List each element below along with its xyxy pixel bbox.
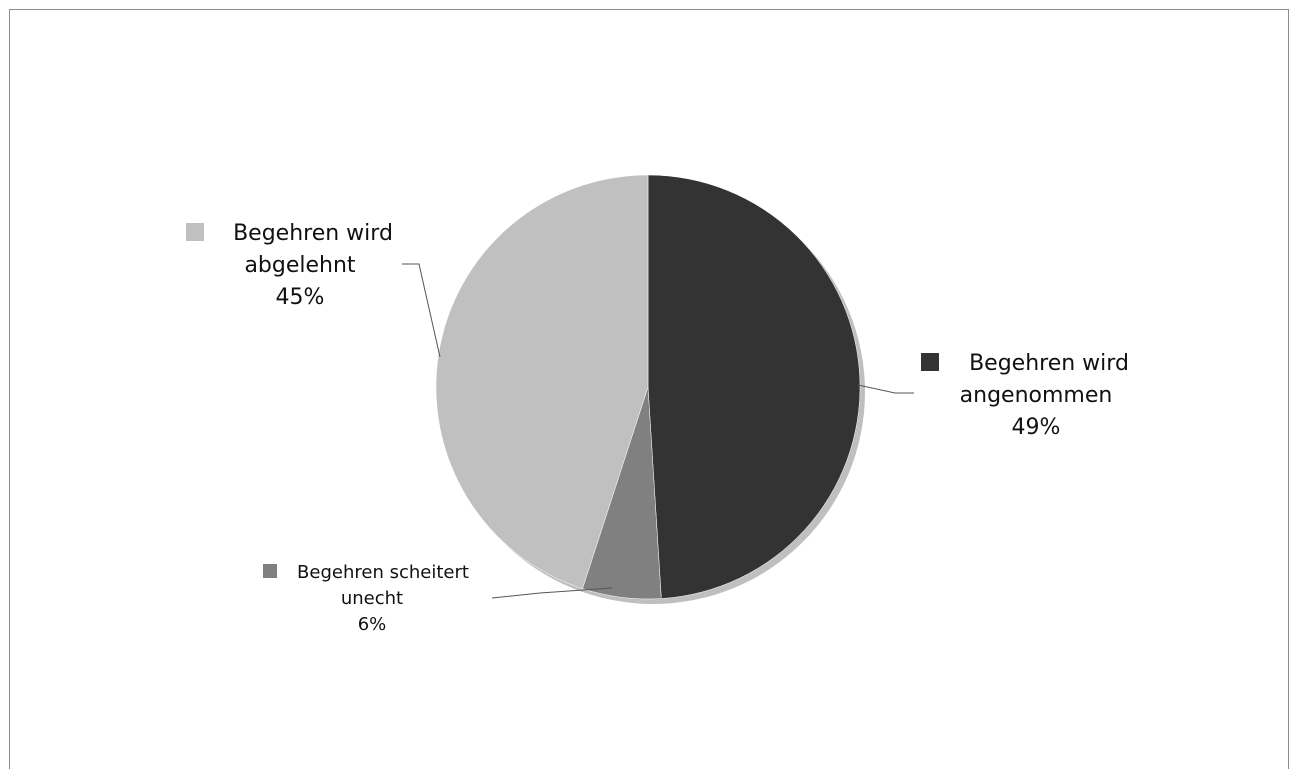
slice-label-1-line-1: unecht	[341, 588, 403, 609]
legend-marker-0	[921, 353, 939, 371]
slice-label-1-line-0: Begehren scheitert	[297, 562, 469, 583]
slice-label-2-line-1: abgelehnt	[244, 253, 355, 278]
slice-label-0-line-0: Begehren wird	[969, 351, 1129, 376]
leader-lines	[402, 263, 914, 599]
leader-line-1	[491, 587, 613, 599]
slice-label-0-line-1: angenommen	[960, 383, 1113, 408]
legend-marker-2	[186, 223, 204, 241]
leader-line-0	[857, 384, 914, 394]
leader-line-2	[402, 263, 441, 358]
pie-slice-2	[435, 174, 649, 589]
slice-labels: Begehren wird angenommen 49% Begehren schei…	[186, 221, 1129, 635]
legend-marker-1	[263, 564, 277, 578]
chart-frame	[9, 9, 1289, 769]
slice-label-1-line-2: 6%	[358, 614, 387, 635]
pie-slice-0	[647, 174, 861, 599]
slice-label-2-line-0: Begehren wird	[233, 221, 393, 246]
slice-label-2-line-2: 45%	[276, 285, 325, 310]
slice-label-0-line-2: 49%	[1012, 415, 1061, 440]
pie-slices	[435, 174, 861, 600]
